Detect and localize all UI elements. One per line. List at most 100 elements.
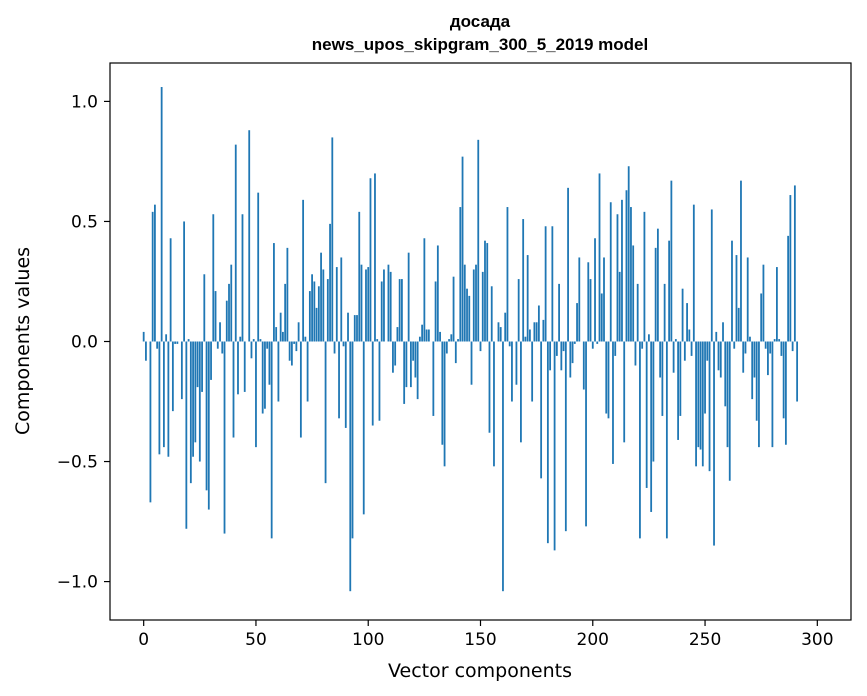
bar-233 bbox=[665, 341, 668, 539]
bar-237 bbox=[674, 339, 677, 342]
bar-58 bbox=[273, 243, 275, 342]
bar-13 bbox=[171, 341, 174, 412]
bar-202 bbox=[596, 341, 599, 344]
bar-184 bbox=[555, 341, 558, 356]
bar-21 bbox=[189, 341, 192, 484]
bar-191 bbox=[571, 341, 574, 364]
bar-109 bbox=[387, 264, 390, 342]
x-axis-label: Vector components bbox=[388, 660, 572, 682]
x-tick-label: 0 bbox=[138, 630, 149, 650]
bar-31 bbox=[212, 214, 215, 342]
bar-106 bbox=[380, 281, 383, 342]
bar-57 bbox=[270, 341, 273, 539]
bar-19 bbox=[185, 341, 188, 529]
bar-4 bbox=[151, 211, 154, 342]
bar-75 bbox=[311, 274, 313, 342]
bar-71 bbox=[302, 199, 305, 342]
bar-97 bbox=[360, 264, 363, 342]
bar-260 bbox=[726, 341, 729, 448]
bar-162 bbox=[506, 207, 509, 342]
bar-111 bbox=[392, 341, 394, 373]
bar-247 bbox=[697, 341, 700, 448]
bar-240 bbox=[681, 288, 684, 342]
bar-88 bbox=[340, 257, 343, 342]
bar-47 bbox=[248, 130, 251, 342]
bar-249 bbox=[701, 341, 704, 467]
bar-236 bbox=[672, 341, 675, 373]
bar-279 bbox=[769, 341, 772, 354]
bar-264 bbox=[735, 255, 738, 342]
bar-136 bbox=[448, 339, 450, 342]
bar-205 bbox=[603, 257, 605, 342]
bar-83 bbox=[329, 223, 331, 342]
bar-35 bbox=[221, 341, 224, 354]
bar-177 bbox=[540, 341, 543, 479]
bar-222 bbox=[641, 341, 644, 349]
bar-93 bbox=[351, 341, 354, 539]
bar-169 bbox=[522, 219, 525, 342]
bar-56 bbox=[268, 341, 271, 385]
bar-12 bbox=[169, 238, 172, 342]
bar-126 bbox=[425, 329, 428, 342]
bar-238 bbox=[677, 341, 679, 440]
bar-80 bbox=[322, 269, 325, 342]
bar-27 bbox=[203, 274, 206, 342]
bar-271 bbox=[751, 341, 754, 400]
bar-276 bbox=[762, 264, 765, 342]
bar-43 bbox=[239, 336, 242, 342]
bar-104 bbox=[376, 339, 379, 342]
bar-208 bbox=[609, 202, 612, 342]
bar-207 bbox=[607, 341, 610, 419]
bar-49 bbox=[252, 339, 255, 342]
bar-33 bbox=[216, 341, 219, 349]
bar-76 bbox=[313, 281, 316, 342]
bar-30 bbox=[210, 341, 212, 380]
bar-130 bbox=[434, 281, 437, 342]
bar-215 bbox=[625, 190, 628, 342]
bar-140 bbox=[457, 339, 459, 342]
bar-79 bbox=[320, 252, 322, 342]
bar-144 bbox=[466, 288, 468, 342]
bar-122 bbox=[416, 341, 419, 400]
bar-23 bbox=[194, 341, 197, 443]
bar-0 bbox=[142, 331, 145, 342]
bar-231 bbox=[661, 341, 664, 416]
bar-151 bbox=[481, 271, 484, 342]
bar-219 bbox=[634, 341, 637, 366]
bar-221 bbox=[639, 341, 641, 539]
bar-59 bbox=[275, 327, 278, 342]
bar-146 bbox=[470, 341, 473, 385]
bar-155 bbox=[490, 286, 493, 342]
bar-201 bbox=[594, 238, 596, 342]
bar-273 bbox=[755, 341, 758, 421]
bar-192 bbox=[573, 341, 576, 344]
bar-288 bbox=[789, 195, 792, 342]
bar-18 bbox=[183, 221, 185, 342]
bar-5 bbox=[154, 204, 156, 342]
bar-253 bbox=[710, 209, 713, 342]
y-tick-label: 0.5 bbox=[71, 212, 98, 232]
bar-246 bbox=[695, 341, 697, 467]
bar-145 bbox=[468, 295, 471, 342]
bar-115 bbox=[401, 279, 403, 342]
bar-52 bbox=[259, 339, 262, 342]
bar-163 bbox=[508, 341, 511, 347]
x-tick-label: 50 bbox=[245, 630, 267, 650]
bar-171 bbox=[526, 255, 529, 342]
bar-190 bbox=[569, 341, 572, 378]
y-tick-label: −1.0 bbox=[57, 573, 98, 593]
bar-11 bbox=[167, 341, 170, 457]
bar-230 bbox=[659, 341, 662, 378]
bar-158 bbox=[497, 322, 500, 342]
bar-66 bbox=[290, 341, 293, 366]
bar-26 bbox=[201, 341, 203, 392]
bar-28 bbox=[205, 341, 208, 491]
bar-289 bbox=[791, 341, 794, 352]
bar-261 bbox=[728, 341, 731, 481]
bar-214 bbox=[623, 341, 626, 443]
bar-154 bbox=[488, 341, 491, 433]
bar-100 bbox=[367, 267, 370, 342]
bar-254 bbox=[713, 341, 715, 546]
bar-290 bbox=[793, 185, 796, 342]
bar-266 bbox=[740, 180, 742, 342]
